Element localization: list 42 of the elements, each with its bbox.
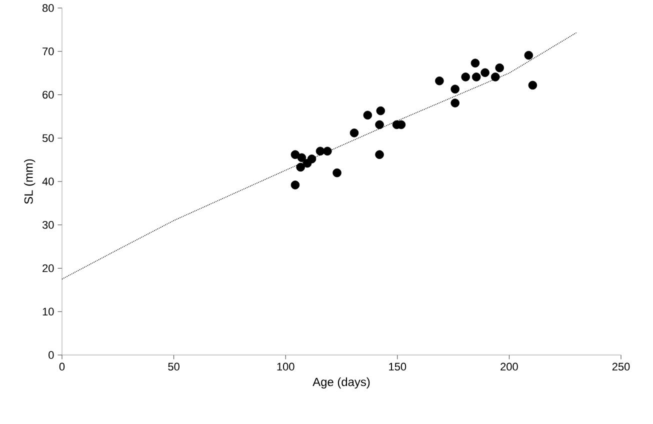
y-tick-label: 50: [42, 134, 54, 142]
point: [290, 150, 300, 159]
y-tick-label: 20: [42, 264, 54, 272]
point: [461, 72, 470, 82]
point: [435, 76, 444, 86]
point: [470, 58, 480, 68]
point: [316, 146, 325, 156]
point: [290, 180, 300, 190]
point: [480, 68, 490, 78]
point: [375, 150, 384, 159]
y-tick-label: 60: [42, 90, 54, 99]
point: [296, 162, 305, 172]
point: [528, 80, 538, 90]
point: [307, 154, 316, 164]
point: [472, 72, 481, 82]
x-tick-label: 50: [168, 362, 180, 371]
point: [375, 120, 384, 130]
y-tick-label: 10: [42, 308, 54, 316]
x-tick-label: 100: [277, 362, 294, 371]
point: [490, 72, 500, 82]
x-tick-label: 150: [389, 362, 406, 371]
point: [363, 110, 372, 120]
point: [524, 50, 534, 60]
x-tick-label: 250: [612, 362, 630, 371]
point: [450, 98, 460, 108]
x-tick-label: 0: [59, 362, 65, 371]
y-tick-label: 0: [48, 351, 54, 359]
point: [323, 146, 332, 156]
y-tick-label: 80: [42, 4, 54, 12]
y-axis-title: SL (mm): [24, 159, 36, 204]
y-tick-label: 30: [42, 221, 54, 229]
point: [297, 153, 306, 162]
y-tick-label: 40: [42, 178, 54, 186]
x-tick-label: 200: [500, 362, 518, 371]
line-series: [62, 32, 577, 280]
point: [350, 128, 359, 138]
y-tick-label: 70: [42, 48, 54, 56]
point: [495, 63, 504, 72]
point: [450, 84, 460, 94]
x-axis-title: Age (days): [312, 377, 370, 389]
point: [332, 168, 342, 178]
point: [376, 106, 386, 116]
